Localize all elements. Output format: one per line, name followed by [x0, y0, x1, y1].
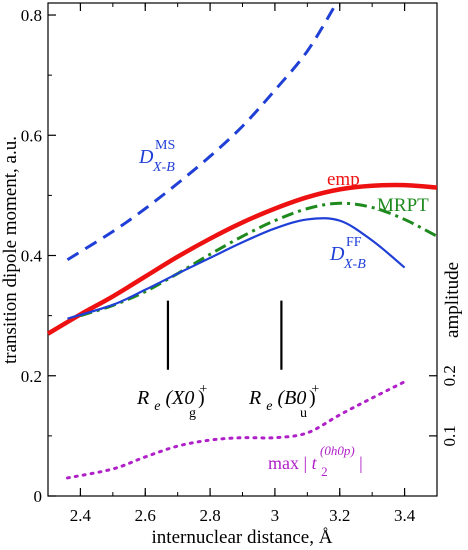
series-label-dff: D X-B FF [329, 235, 371, 273]
x-tick-label: 3 [271, 506, 280, 525]
series-label-t2: max | t 2 (0h0p) | [268, 439, 363, 480]
labels-group: internuclear distance, Å transition dipo… [0, 136, 463, 548]
t2-main: t [312, 453, 318, 473]
t2-amplitude-line [65, 380, 407, 480]
x-tick-label: 3.2 [329, 506, 350, 525]
axes-group [47, 2, 438, 497]
dff-main: D [329, 243, 345, 265]
x-tick-label: 2.8 [199, 506, 220, 525]
y-tick-label: 0.4 [21, 247, 43, 266]
b0u-R: R [248, 387, 261, 409]
y-tick-label: 0.2 [21, 367, 42, 386]
series-label-mrpt: MRPT [377, 195, 429, 216]
b0u-e: e [266, 399, 272, 414]
series-label-dms: D X-B MS [138, 138, 180, 176]
dms-main: D [138, 146, 154, 168]
mrpt-line [79, 201, 438, 318]
t2-sub: 2 [321, 464, 328, 479]
b0u-mol: (B0 [277, 387, 306, 409]
y-tick-label: 0 [34, 487, 43, 506]
t2-sup: (0h0p) [320, 443, 355, 458]
d-ms-line [66, 2, 338, 261]
t2-suffix: | [359, 453, 363, 473]
series-label-emp: emp [327, 169, 360, 190]
y-axis-label: transition dipole moment, a.u. [0, 136, 21, 364]
x0g-close: ) [198, 387, 205, 409]
b0u-sup: + [311, 382, 319, 397]
x-tick-label: 2.4 [70, 506, 92, 525]
x-tick-label: 2.6 [135, 506, 156, 525]
d-ff-line [67, 217, 406, 320]
y-tick-label: 0.8 [21, 6, 42, 25]
b0u-close: ) [309, 387, 316, 409]
x0g-e: e [154, 399, 160, 414]
dms-sub: X-B [152, 160, 175, 175]
right-tick-label: 0.2 [440, 365, 459, 386]
x0g-sub: g [189, 406, 196, 421]
x-axis-label: internuclear distance, Å [152, 527, 333, 548]
series-group [46, 2, 438, 480]
x0g-R: R [136, 387, 149, 409]
right-tick-label: 0.1 [440, 425, 459, 446]
b0u-sub: u [300, 406, 307, 421]
dff-sup: FF [346, 235, 362, 250]
marker-label-x0g: R e (X0 + g ) [136, 376, 212, 422]
plot-frame [47, 2, 438, 497]
x-tick-label: 3.4 [394, 506, 416, 525]
t2-prefix: max | [268, 453, 312, 473]
right-axis-label: amplitude [442, 262, 463, 338]
markers-group [166, 300, 283, 370]
y-tick-label: 0.6 [21, 126, 42, 145]
dff-sub: X-B [343, 257, 366, 272]
ticks-group: 2.4 2.6 2.8 3 3.2 3.4 0 0.2 0.4 0.6 0.8 0.1 0.2 [21, 3, 459, 525]
emp-line [46, 182, 438, 336]
x0g-mol: (X0 [165, 387, 194, 409]
dms-sup: MS [155, 138, 175, 153]
x0g-sup: + [199, 382, 207, 397]
marker-label-b0u: R e (B0 + u ) [248, 376, 324, 422]
